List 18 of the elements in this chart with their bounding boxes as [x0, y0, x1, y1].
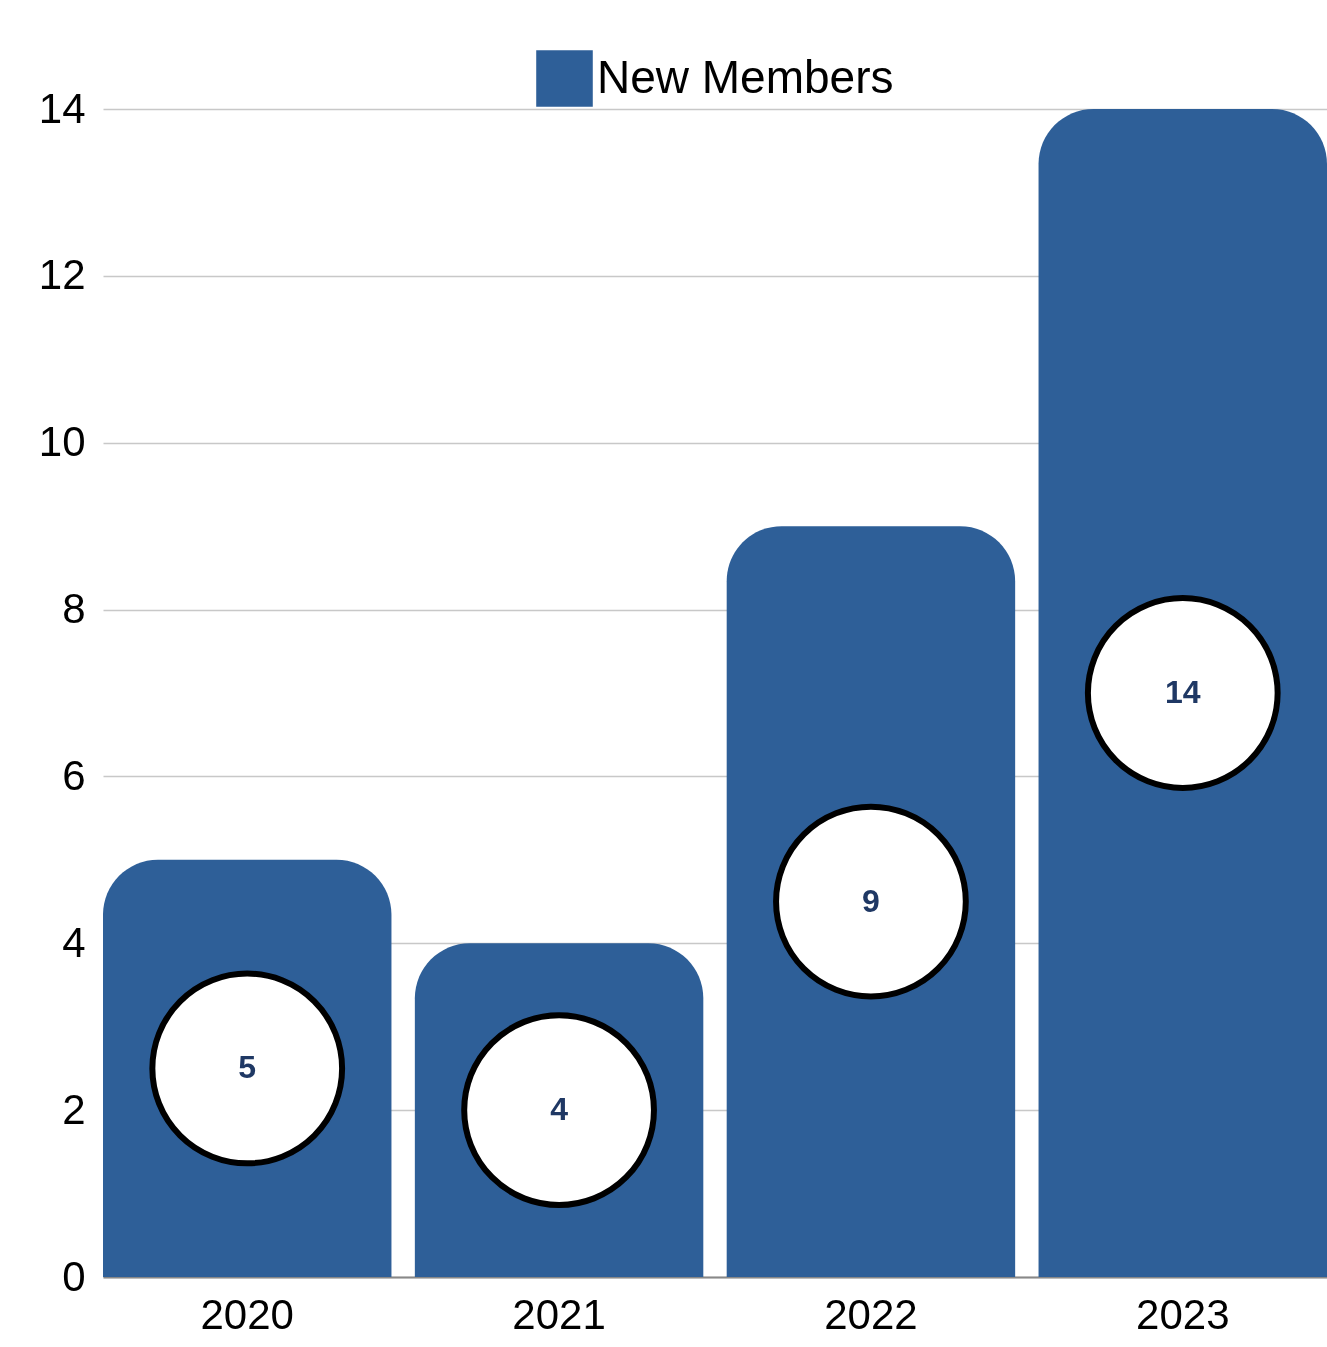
bar	[1038, 109, 1327, 1277]
data-label: 9	[862, 882, 880, 919]
y-tick-label: 10	[38, 418, 86, 466]
y-tick-label: 4	[62, 918, 86, 966]
y-tick-label: 12	[38, 251, 86, 299]
y-tick-label: 0	[62, 1252, 86, 1300]
y-tick-label: 6	[62, 751, 86, 799]
x-tick-label: 2021	[512, 1290, 606, 1338]
y-tick-label: 8	[62, 585, 86, 633]
y-tick-label: 14	[38, 84, 86, 132]
x-tick-label: 2023	[1136, 1290, 1230, 1338]
x-tick-label: 2020	[200, 1290, 294, 1338]
y-tick-label: 2	[62, 1085, 86, 1133]
data-label: 5	[238, 1049, 257, 1086]
x-tick-label: 2022	[824, 1290, 918, 1338]
data-label: 14	[1164, 674, 1201, 710]
legend-label: New Members	[597, 50, 894, 103]
data-label: 4	[550, 1091, 569, 1128]
